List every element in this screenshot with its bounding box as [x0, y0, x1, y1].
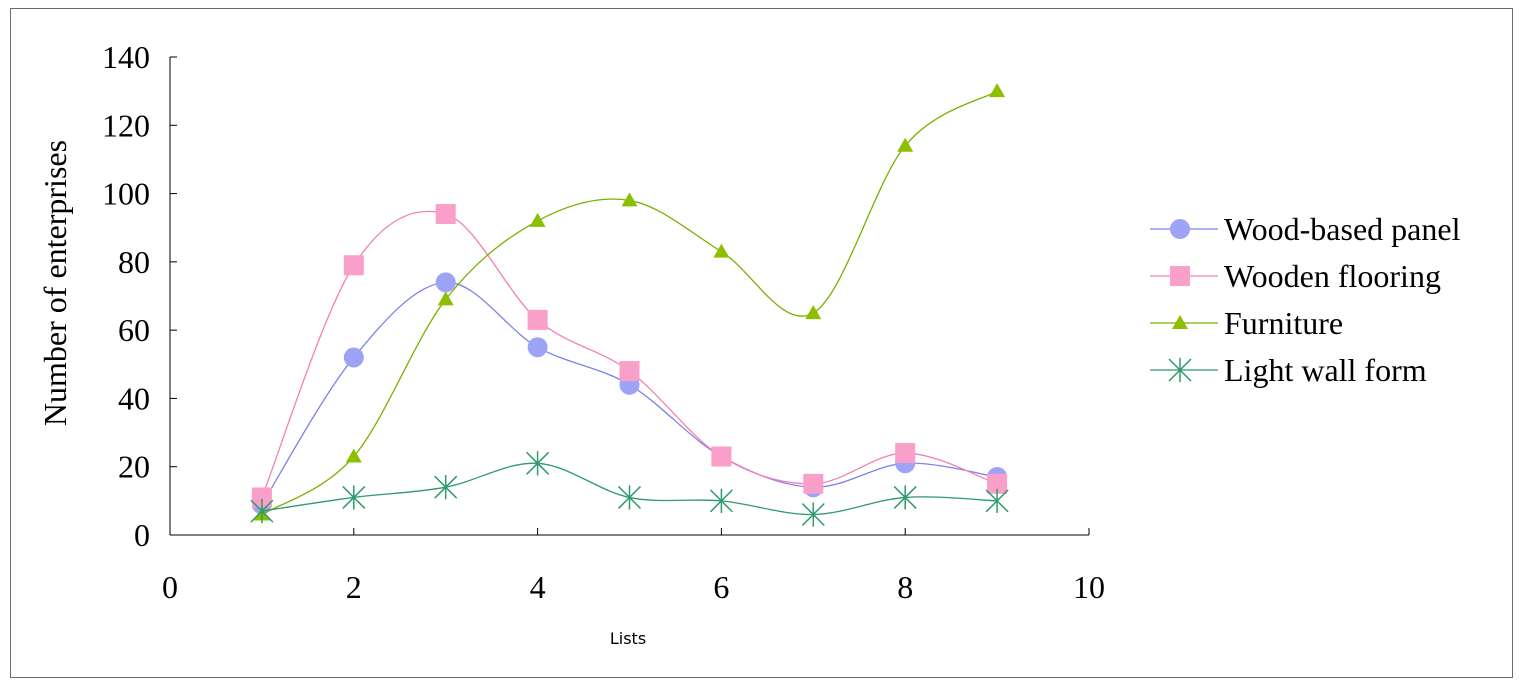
data-point-triangle: [621, 192, 638, 207]
data-point-triangle: [529, 212, 546, 227]
legend-item: Furniture: [1150, 305, 1343, 341]
y-tick-label: 100: [102, 176, 150, 212]
data-point-triangle: [805, 305, 822, 320]
y-tick-label: 0: [134, 517, 150, 553]
data-point-square: [711, 446, 732, 467]
x-tick-label: 10: [1073, 569, 1105, 605]
y-tick-label: 80: [118, 244, 150, 280]
legend-item: Light wall form: [1150, 352, 1427, 388]
legend-label: Wooden flooring: [1224, 258, 1441, 294]
legend-marker-triangle: [1172, 315, 1188, 329]
data-point-asterisk: [893, 485, 917, 510]
y-tick-label: 60: [118, 312, 150, 348]
data-point-asterisk: [801, 502, 825, 527]
data-point-triangle: [437, 291, 454, 306]
data-point-square: [895, 443, 916, 464]
series-line: [261, 210, 998, 498]
series-0: [251, 272, 1008, 515]
legend-marker-circle: [1170, 219, 1190, 239]
y-tick-label: 140: [102, 39, 150, 75]
x-tick-label: 2: [346, 569, 362, 605]
x-tick-label: 0: [162, 569, 178, 605]
data-point-square: [343, 255, 364, 276]
y-tick-label: 120: [102, 107, 150, 143]
series-1: [251, 204, 1008, 508]
data-point-circle: [435, 272, 456, 293]
series-2: [253, 83, 1006, 521]
x-tick-label: 8: [897, 569, 913, 605]
data-point-triangle: [989, 83, 1006, 98]
x-tick-label: 6: [713, 569, 729, 605]
legend-item: Wood-based panel: [1150, 211, 1461, 247]
data-point-triangle: [897, 137, 914, 152]
chart-frame: [10, 8, 1513, 678]
x-tick-label: 4: [530, 569, 546, 605]
series-3: [250, 451, 1009, 527]
data-point-square: [619, 361, 640, 382]
legend: Wood-based panel Wooden flooring Furniture…: [1150, 211, 1461, 388]
y-tick-label: 20: [118, 449, 150, 485]
data-point-asterisk: [250, 499, 274, 524]
axes: 0 20 40 60 80 100 120 140 0 2 4 6 8 10: [102, 39, 1105, 605]
data-point-asterisk: [617, 485, 642, 510]
data-point-asterisk: [526, 451, 550, 476]
x-axis-label: Lists: [610, 629, 646, 648]
legend-label: Furniture: [1224, 305, 1343, 341]
data-point-triangle: [713, 243, 730, 258]
legend-label: Light wall form: [1224, 352, 1427, 388]
legend-marker-square: [1170, 266, 1190, 286]
y-axis-label: Number of enterprises: [37, 140, 73, 426]
data-point-circle: [343, 347, 364, 368]
data-point-asterisk: [342, 485, 366, 510]
data-point-asterisk: [434, 475, 458, 500]
data-point-circle: [527, 337, 548, 358]
legend-item: Wooden flooring: [1150, 258, 1441, 294]
legend-marker-asterisk: [1168, 357, 1192, 383]
data-point-triangle: [345, 448, 362, 463]
data-point-square: [435, 204, 456, 225]
series-layer: [250, 83, 1009, 527]
y-tick-label: 40: [118, 380, 150, 416]
series-line: [261, 90, 998, 516]
data-point-square: [803, 473, 824, 494]
legend-label: Wood-based panel: [1224, 211, 1461, 247]
data-point-asterisk: [709, 488, 733, 513]
data-point-square: [987, 473, 1008, 494]
data-point-asterisk: [985, 488, 1009, 513]
data-point-square: [527, 309, 548, 330]
data-point-square: [251, 487, 272, 508]
